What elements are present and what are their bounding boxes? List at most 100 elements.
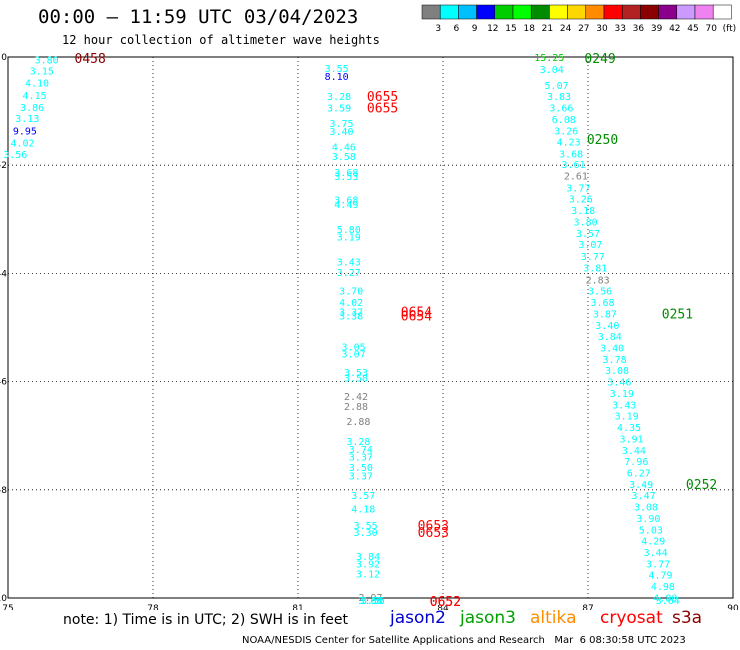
swh-data-point: 3.61	[561, 160, 585, 171]
swh-data-point: 3.68	[334, 195, 358, 206]
legend-label: 9	[472, 24, 478, 34]
pass-time-label: 0249	[584, 52, 615, 67]
pass-time-label: 0250	[587, 133, 618, 148]
pass-time-label: 0252	[686, 478, 717, 493]
swh-data-point: 3.04	[540, 65, 564, 76]
swh-data-point: 3.75	[329, 119, 353, 130]
plot-area: 7578818487900-2-4-6-8-103.803.154.104.15…	[0, 52, 739, 610]
swh-data-point: 3.44	[644, 548, 668, 559]
swh-data-point: 3.50	[349, 463, 373, 474]
satellite-jason3: jason3	[460, 608, 516, 628]
swh-data-point: 6.08	[552, 115, 576, 126]
legend-label: (ft)	[723, 24, 737, 34]
satellite-cryosat: cryosat	[600, 608, 663, 628]
swh-data-point: 3.56	[588, 287, 612, 298]
swh-data-point: 9.95	[13, 127, 37, 138]
swh-data-point: 3.43	[337, 257, 361, 268]
swh-data-point: 4.02	[10, 138, 34, 149]
swh-data-point: 2.88	[346, 417, 370, 428]
legend-label: 30	[596, 24, 608, 34]
swh-data-point: 5.80	[337, 225, 361, 236]
swh-data-point: 3.37	[349, 452, 373, 463]
legend-label: 36	[633, 24, 645, 34]
satellite-altika: altika	[530, 608, 577, 628]
swh-data-point: 7.96	[624, 457, 648, 468]
swh-data-point: 3.90	[636, 514, 660, 525]
swh-data-point: 3.74	[349, 445, 373, 456]
satellite-jason2: jason2	[390, 608, 446, 628]
pass-time-label: 0652	[430, 595, 461, 610]
swh-data-point: 3.19	[610, 389, 634, 400]
swh-data-point: 3.77	[646, 559, 670, 570]
swh-data-point: 4.79	[648, 571, 672, 582]
legend-swatch	[712, 4, 732, 20]
swh-data-point: 4.80	[653, 593, 677, 604]
swh-data-point: 3.13	[15, 114, 39, 125]
y-tick-label: -10	[0, 594, 7, 604]
swh-data-point: 8.10	[325, 72, 349, 83]
swh-data-point: 3.47	[632, 491, 656, 502]
swh-data-point: 3.19	[615, 412, 639, 423]
swh-data-point: 3.28	[346, 437, 370, 448]
y-tick-label: -4	[0, 269, 7, 279]
swh-data-point: 3.07	[578, 240, 602, 251]
legend-label: 3	[435, 24, 441, 34]
swh-data-point: 3.64	[656, 596, 680, 607]
y-tick-label: 0	[1, 53, 7, 63]
swh-data-point: 3.77	[581, 252, 605, 263]
legend-label: 33	[614, 24, 625, 34]
legend-label: 24	[560, 24, 572, 34]
swh-data-point: 3.55	[361, 596, 385, 607]
swh-data-point: 3.18	[571, 206, 595, 217]
swh-data-point: 3.58	[344, 373, 368, 384]
swh-data-point: 3.57	[351, 491, 375, 502]
x-tick-label: 78	[147, 604, 159, 610]
swh-data-point: 3.77	[566, 183, 590, 194]
swh-data-point: 3.37	[339, 307, 363, 318]
swh-data-point: 3.84	[356, 552, 380, 563]
swh-data-point: 2.97	[358, 593, 382, 604]
swh-data-point: 3.81	[583, 263, 607, 274]
swh-data-point: 3.08	[605, 366, 629, 377]
swh-data-point: 3.43	[612, 400, 636, 411]
legend-label: 12	[487, 24, 498, 34]
swh-data-point: 3.15	[30, 67, 54, 78]
swh-data-point: 3.68	[334, 168, 358, 179]
swh-data-point: 3.68	[358, 596, 382, 607]
pass-time-label: 0654	[401, 310, 432, 325]
swh-data-point: 4.02	[339, 298, 363, 309]
pass-time-label: 0653	[418, 526, 449, 541]
swh-data-point: 3.44	[622, 446, 646, 457]
swh-data-point: 3.46	[607, 378, 631, 389]
swh-data-point: 3.92	[356, 559, 380, 570]
footer-note: note: 1) Time is in UTC; 2) SWH is in fe…	[63, 612, 349, 628]
y-tick-label: -8	[0, 486, 7, 496]
swh-data-point: 5.07	[545, 81, 569, 92]
swh-data-point: 6.27	[627, 468, 651, 479]
swh-data-point: 2.61	[564, 171, 588, 182]
pass-time-label: 0251	[662, 307, 693, 322]
swh-data-point: 3.80	[35, 56, 59, 67]
swh-data-point: 3.68	[559, 149, 583, 160]
swh-data-point: 4.15	[23, 91, 47, 102]
swh-data-point: 3.19	[337, 233, 361, 244]
swh-data-point: 3.49	[629, 480, 653, 491]
pass-time-label: 0654	[401, 305, 432, 320]
legend-label: 45	[687, 24, 698, 34]
satellite-s3a: s3a	[672, 608, 703, 628]
y-tick-label: -2	[0, 161, 7, 171]
swh-data-point: 3.28	[327, 92, 351, 103]
swh-data-point: 3.27	[337, 268, 361, 279]
swh-data-point: 2.42	[344, 392, 368, 403]
swh-data-point: 3.37	[349, 472, 373, 483]
x-tick-label: 81	[292, 604, 303, 610]
swh-data-point: 3.30	[354, 528, 378, 539]
swh-data-point: 4.10	[25, 78, 49, 89]
swh-data-point: 3.70	[339, 287, 363, 298]
swh-data-point: 3.57	[576, 229, 600, 240]
legend-label: 18	[523, 24, 535, 34]
pass-time-label: 0458	[75, 52, 106, 67]
swh-data-point: 4.23	[557, 137, 581, 148]
chart-subtitle: 12 hour collection of altimeter wave hei…	[62, 33, 380, 47]
legend-label: 15	[505, 24, 516, 34]
